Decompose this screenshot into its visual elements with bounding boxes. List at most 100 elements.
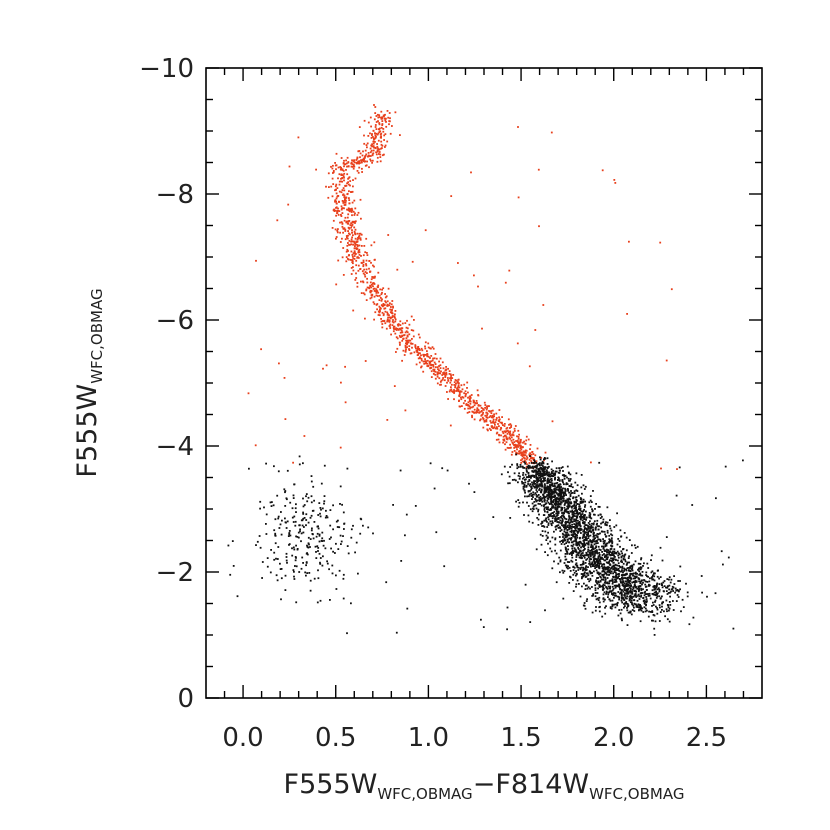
- red-star-point: [351, 261, 354, 264]
- black-star-point: [546, 474, 549, 477]
- red-star-point: [453, 381, 456, 384]
- red-star-point: [340, 205, 343, 208]
- black-star-point: [592, 539, 594, 542]
- black-star-point: [546, 463, 549, 465]
- black-star-point: [544, 503, 547, 506]
- red-star-point: [351, 236, 353, 239]
- black-star-point: [658, 604, 661, 606]
- black-star-point: [597, 577, 599, 579]
- red-star-point: [341, 207, 344, 209]
- black-star-point: [622, 562, 625, 565]
- black-star-point: [568, 497, 571, 500]
- black-star-point: [295, 565, 298, 568]
- black-star-point: [515, 479, 517, 482]
- red-star-point: [424, 345, 426, 348]
- black-star-point: [362, 524, 364, 527]
- black-star-point: [561, 489, 564, 492]
- red-star-point: [343, 207, 345, 210]
- black-star-point: [536, 487, 538, 489]
- black-star-point: [667, 606, 670, 609]
- black-star-point: [631, 567, 634, 570]
- black-star-point: [533, 474, 536, 477]
- red-star-point: [396, 337, 399, 340]
- black-star-point: [607, 556, 609, 559]
- red-star-point: [482, 407, 484, 410]
- red-star-point: [356, 285, 359, 288]
- black-star-point: [231, 540, 234, 542]
- black-star-point: [306, 553, 309, 556]
- red-star-point: [335, 168, 337, 171]
- black-star-point: [292, 494, 295, 497]
- red-star-point: [457, 262, 459, 264]
- black-star-point: [563, 477, 566, 480]
- red-star-point: [358, 248, 361, 251]
- black-star-point: [667, 604, 670, 607]
- black-star-point: [567, 567, 569, 570]
- black-star-point: [530, 462, 533, 464]
- black-star-point: [594, 609, 597, 612]
- black-star-point: [585, 565, 588, 567]
- black-star-point: [588, 560, 591, 562]
- red-star-point: [424, 358, 426, 360]
- black-star-point: [554, 543, 557, 546]
- red-star-point: [471, 416, 473, 419]
- red-star-point: [449, 377, 452, 380]
- black-star-point: [599, 560, 602, 563]
- black-star-point: [658, 620, 661, 622]
- black-star-point: [571, 505, 574, 507]
- black-star-point: [633, 610, 636, 612]
- red-star-point: [348, 232, 350, 235]
- red-star-point: [439, 381, 442, 383]
- black-star-point: [492, 516, 495, 518]
- red-star-point: [509, 443, 511, 446]
- red-star-point: [357, 251, 360, 254]
- black-star-point: [602, 566, 605, 569]
- black-star-point: [527, 464, 530, 467]
- black-star-point: [617, 556, 620, 559]
- black-star-point: [543, 491, 546, 494]
- black-star-point: [598, 596, 601, 599]
- red-star-point: [332, 219, 335, 222]
- black-star-point: [589, 577, 592, 580]
- red-star-point: [365, 144, 368, 146]
- black-star-point: [555, 552, 558, 555]
- black-star-point: [311, 527, 313, 530]
- black-star-point: [620, 599, 623, 602]
- black-star-point: [528, 466, 531, 469]
- black-star-point: [640, 592, 643, 594]
- black-star-point: [332, 504, 334, 507]
- black-star-point: [542, 493, 545, 496]
- red-star-point: [400, 329, 403, 332]
- black-star-point: [640, 557, 643, 559]
- black-star-point: [619, 566, 622, 569]
- black-star-point: [359, 532, 362, 535]
- red-star-point: [352, 164, 355, 167]
- red-star-point: [343, 176, 345, 179]
- black-star-point: [671, 588, 674, 590]
- red-star-point: [387, 287, 390, 290]
- red-star-point: [510, 439, 513, 442]
- black-star-point: [596, 533, 599, 535]
- red-star-point: [408, 323, 411, 326]
- red-star-point: [375, 135, 377, 138]
- black-star-point: [590, 565, 592, 568]
- black-star-point: [549, 509, 551, 511]
- black-star-point: [576, 484, 579, 487]
- black-star-point: [575, 526, 577, 528]
- red-star-point: [485, 416, 488, 418]
- black-star-point: [580, 514, 582, 517]
- red-star-point: [322, 367, 324, 370]
- red-star-point: [509, 447, 512, 449]
- black-star-point: [596, 558, 599, 561]
- black-star-point: [610, 544, 612, 547]
- red-star-point: [353, 199, 356, 202]
- black-star-point: [549, 515, 552, 517]
- red-star-point: [381, 305, 384, 307]
- black-star-point: [288, 543, 291, 545]
- red-star-point: [445, 371, 448, 374]
- black-star-point: [536, 481, 539, 484]
- black-star-point: [573, 547, 576, 550]
- black-star-point: [586, 587, 589, 590]
- red-star-point: [525, 461, 527, 464]
- black-star-point: [623, 567, 625, 570]
